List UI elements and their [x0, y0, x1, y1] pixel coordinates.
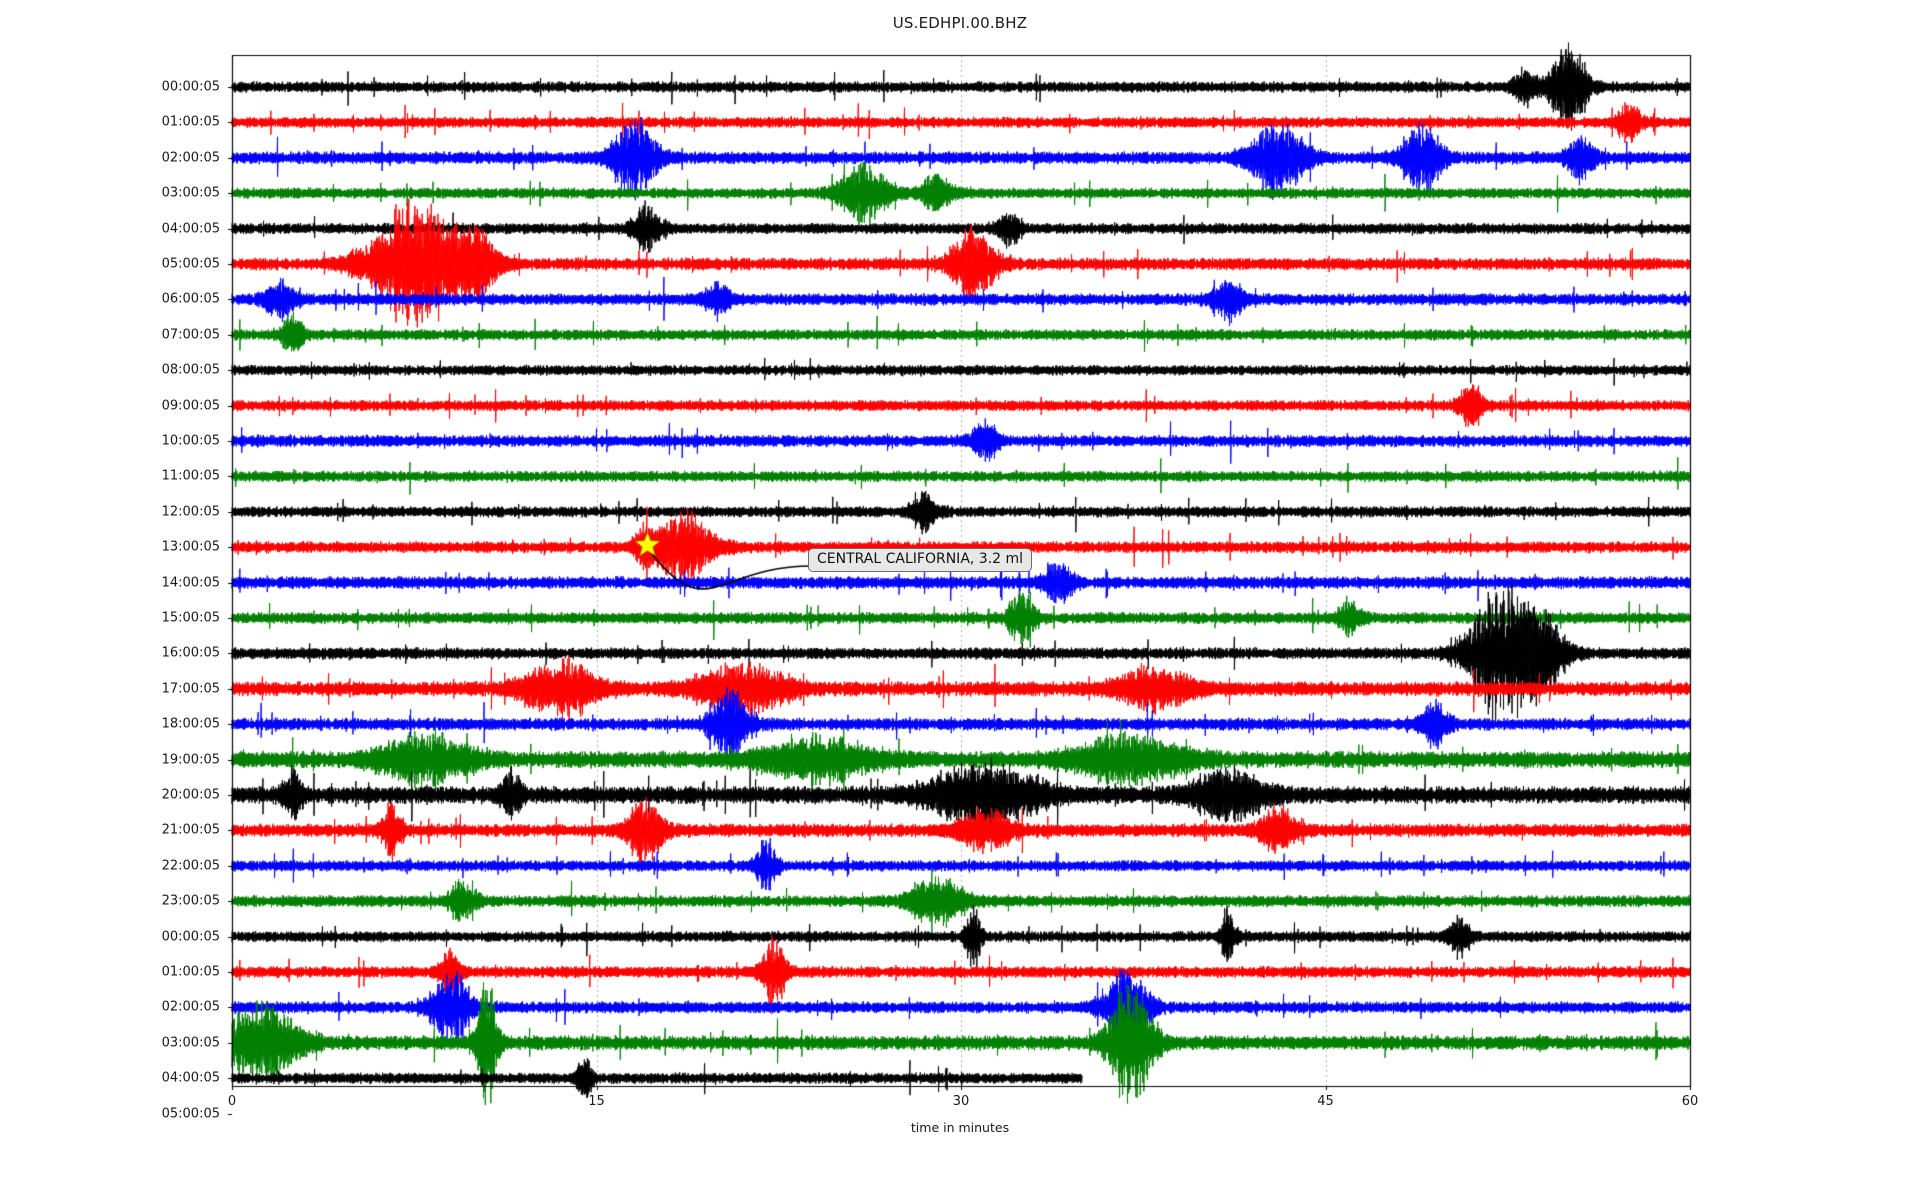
- y-tick-label-15: 15:00:05: [161, 610, 220, 626]
- x-tick-label-2: 30: [952, 1094, 970, 1109]
- x-tick-label-0: 0: [227, 1094, 237, 1109]
- y-tick-label-6: 06:00:05: [161, 291, 220, 307]
- y-tick-label-18: 18:00:05: [161, 716, 220, 732]
- y-tick-label-20: 20:00:05: [161, 787, 220, 803]
- y-tick-label-14: 14:00:05: [161, 575, 220, 591]
- y-tick-label-19: 19:00:05: [161, 752, 220, 768]
- y-tick-label-21: 21:00:05: [161, 822, 220, 838]
- y-tick-label-7: 07:00:05: [161, 327, 220, 343]
- y-tick-label-12: 12:00:05: [161, 504, 220, 520]
- y-tick-label-17: 17:00:05: [161, 681, 220, 697]
- y-tick-label-0: 00:00:05: [161, 79, 220, 95]
- x-axis-title: time in minutes: [910, 1120, 1010, 1135]
- y-tick-label-1: 01:00:05: [161, 114, 220, 130]
- y-tick-label-11: 11:00:05: [161, 468, 220, 484]
- x-tick-label-4: 60: [1681, 1094, 1699, 1109]
- y-tick-label-8: 08:00:05: [161, 362, 220, 378]
- x-tick-label-1: 15: [588, 1094, 605, 1109]
- y-tick-label-5: 05:00:05: [161, 256, 220, 272]
- y-tick-label-26: 02:00:05: [161, 999, 220, 1015]
- y-tick-label-23: 23:00:05: [161, 893, 220, 909]
- y-tick-label-28: 04:00:05: [161, 1070, 220, 1086]
- event-annotation-label[interactable]: CENTRAL CALIFORNIA, 3.2 ml: [808, 548, 1033, 573]
- x-tick-label-3: 45: [1317, 1094, 1334, 1109]
- y-tick-label-13: 13:00:05: [161, 539, 220, 555]
- y-tick-label-9: 09:00:05: [161, 398, 220, 414]
- y-tick-label-24: 00:00:05: [161, 929, 220, 945]
- y-tick-label-10: 10:00:05: [161, 433, 220, 449]
- y-tick-label-27: 03:00:05: [161, 1035, 220, 1051]
- y-tick-label-29: 05:00:05: [161, 1106, 220, 1122]
- y-tick-label-25: 01:00:05: [161, 964, 220, 980]
- y-tick-label-22: 22:00:05: [161, 858, 220, 874]
- y-tick-label-16: 16:00:05: [161, 645, 220, 661]
- y-tick-label-3: 03:00:05: [161, 185, 220, 201]
- y-tick-label-4: 04:00:05: [161, 221, 220, 237]
- y-tick-label-2: 02:00:05: [161, 150, 220, 166]
